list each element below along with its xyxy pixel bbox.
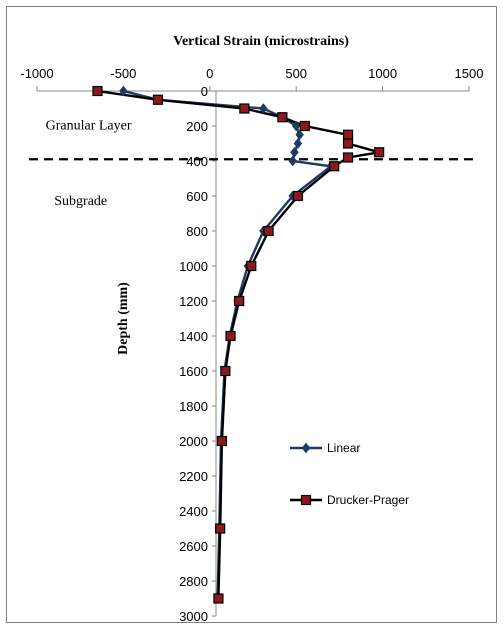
data-point — [225, 330, 236, 342]
data-point — [213, 593, 224, 604]
y-tick-label: 1000 — [179, 259, 208, 274]
legend-label: Drucker-Prager — [327, 493, 409, 507]
data-point — [295, 129, 304, 141]
y-tick-label: 2200 — [179, 469, 208, 484]
y-tick-label: 600 — [186, 189, 208, 204]
data-point — [216, 435, 227, 447]
subgrade-label: Subgrade — [54, 194, 107, 209]
data-point — [293, 138, 303, 149]
data-point — [220, 365, 231, 377]
data-point — [119, 85, 128, 97]
data-point — [291, 120, 301, 132]
linear-series-line — [123, 89, 334, 599]
data-point — [277, 112, 288, 123]
y-tick-label: 3000 — [179, 609, 208, 624]
x-tick-label: 0 — [206, 66, 213, 81]
y-tick-label: 400 — [186, 154, 208, 169]
y-tick-label: 1800 — [179, 399, 208, 414]
data-point — [259, 103, 268, 114]
x-tick-label: -500 — [110, 66, 136, 81]
data-point — [234, 295, 245, 307]
data-point — [329, 161, 340, 172]
x-tick-label: 500 — [285, 66, 307, 81]
data-point — [290, 146, 299, 158]
data-point — [215, 523, 226, 534]
y-tick-label: 2800 — [179, 574, 208, 589]
y-tick-label: 1600 — [179, 364, 208, 379]
data-point — [342, 152, 354, 163]
data-point — [292, 190, 304, 202]
data-point — [92, 85, 103, 97]
y-axis-title: Depth (mm) — [116, 282, 131, 355]
granular-layer-label: Granular Layer — [46, 119, 132, 134]
data-point — [301, 442, 311, 454]
x-tick-label: 1000 — [368, 66, 397, 81]
y-tick-label: 800 — [186, 224, 208, 239]
x-tick-label: 1500 — [455, 66, 484, 81]
y-tick-label: 1400 — [179, 329, 208, 344]
data-point — [288, 155, 298, 167]
y-tick-label: 2000 — [179, 434, 208, 449]
y-tick-label: 1200 — [179, 294, 208, 309]
data-point — [239, 103, 250, 114]
data-point — [152, 94, 164, 105]
data-point — [263, 225, 274, 237]
data-point — [374, 147, 385, 158]
data-point — [342, 138, 354, 149]
legend-label: Linear — [327, 441, 360, 455]
data-point — [300, 494, 312, 506]
chart-frame: Vertical Strain (microstrains) -1000 -500 0… — [6, 6, 497, 624]
data-point — [299, 120, 310, 132]
data-point — [246, 260, 257, 272]
y-tick-label: 200 — [186, 119, 208, 134]
x-tick-label: -1000 — [20, 66, 53, 81]
y-tick-label: 2400 — [179, 504, 208, 519]
y-tick-label: 0 — [201, 84, 208, 99]
y-tick-label: 2600 — [179, 539, 208, 554]
strain-depth-chart: Vertical Strain (microstrains) -1000 -500 0… — [20, 34, 484, 624]
data-point — [342, 129, 354, 140]
chart-title: Vertical Strain (microstrains) — [173, 34, 349, 49]
